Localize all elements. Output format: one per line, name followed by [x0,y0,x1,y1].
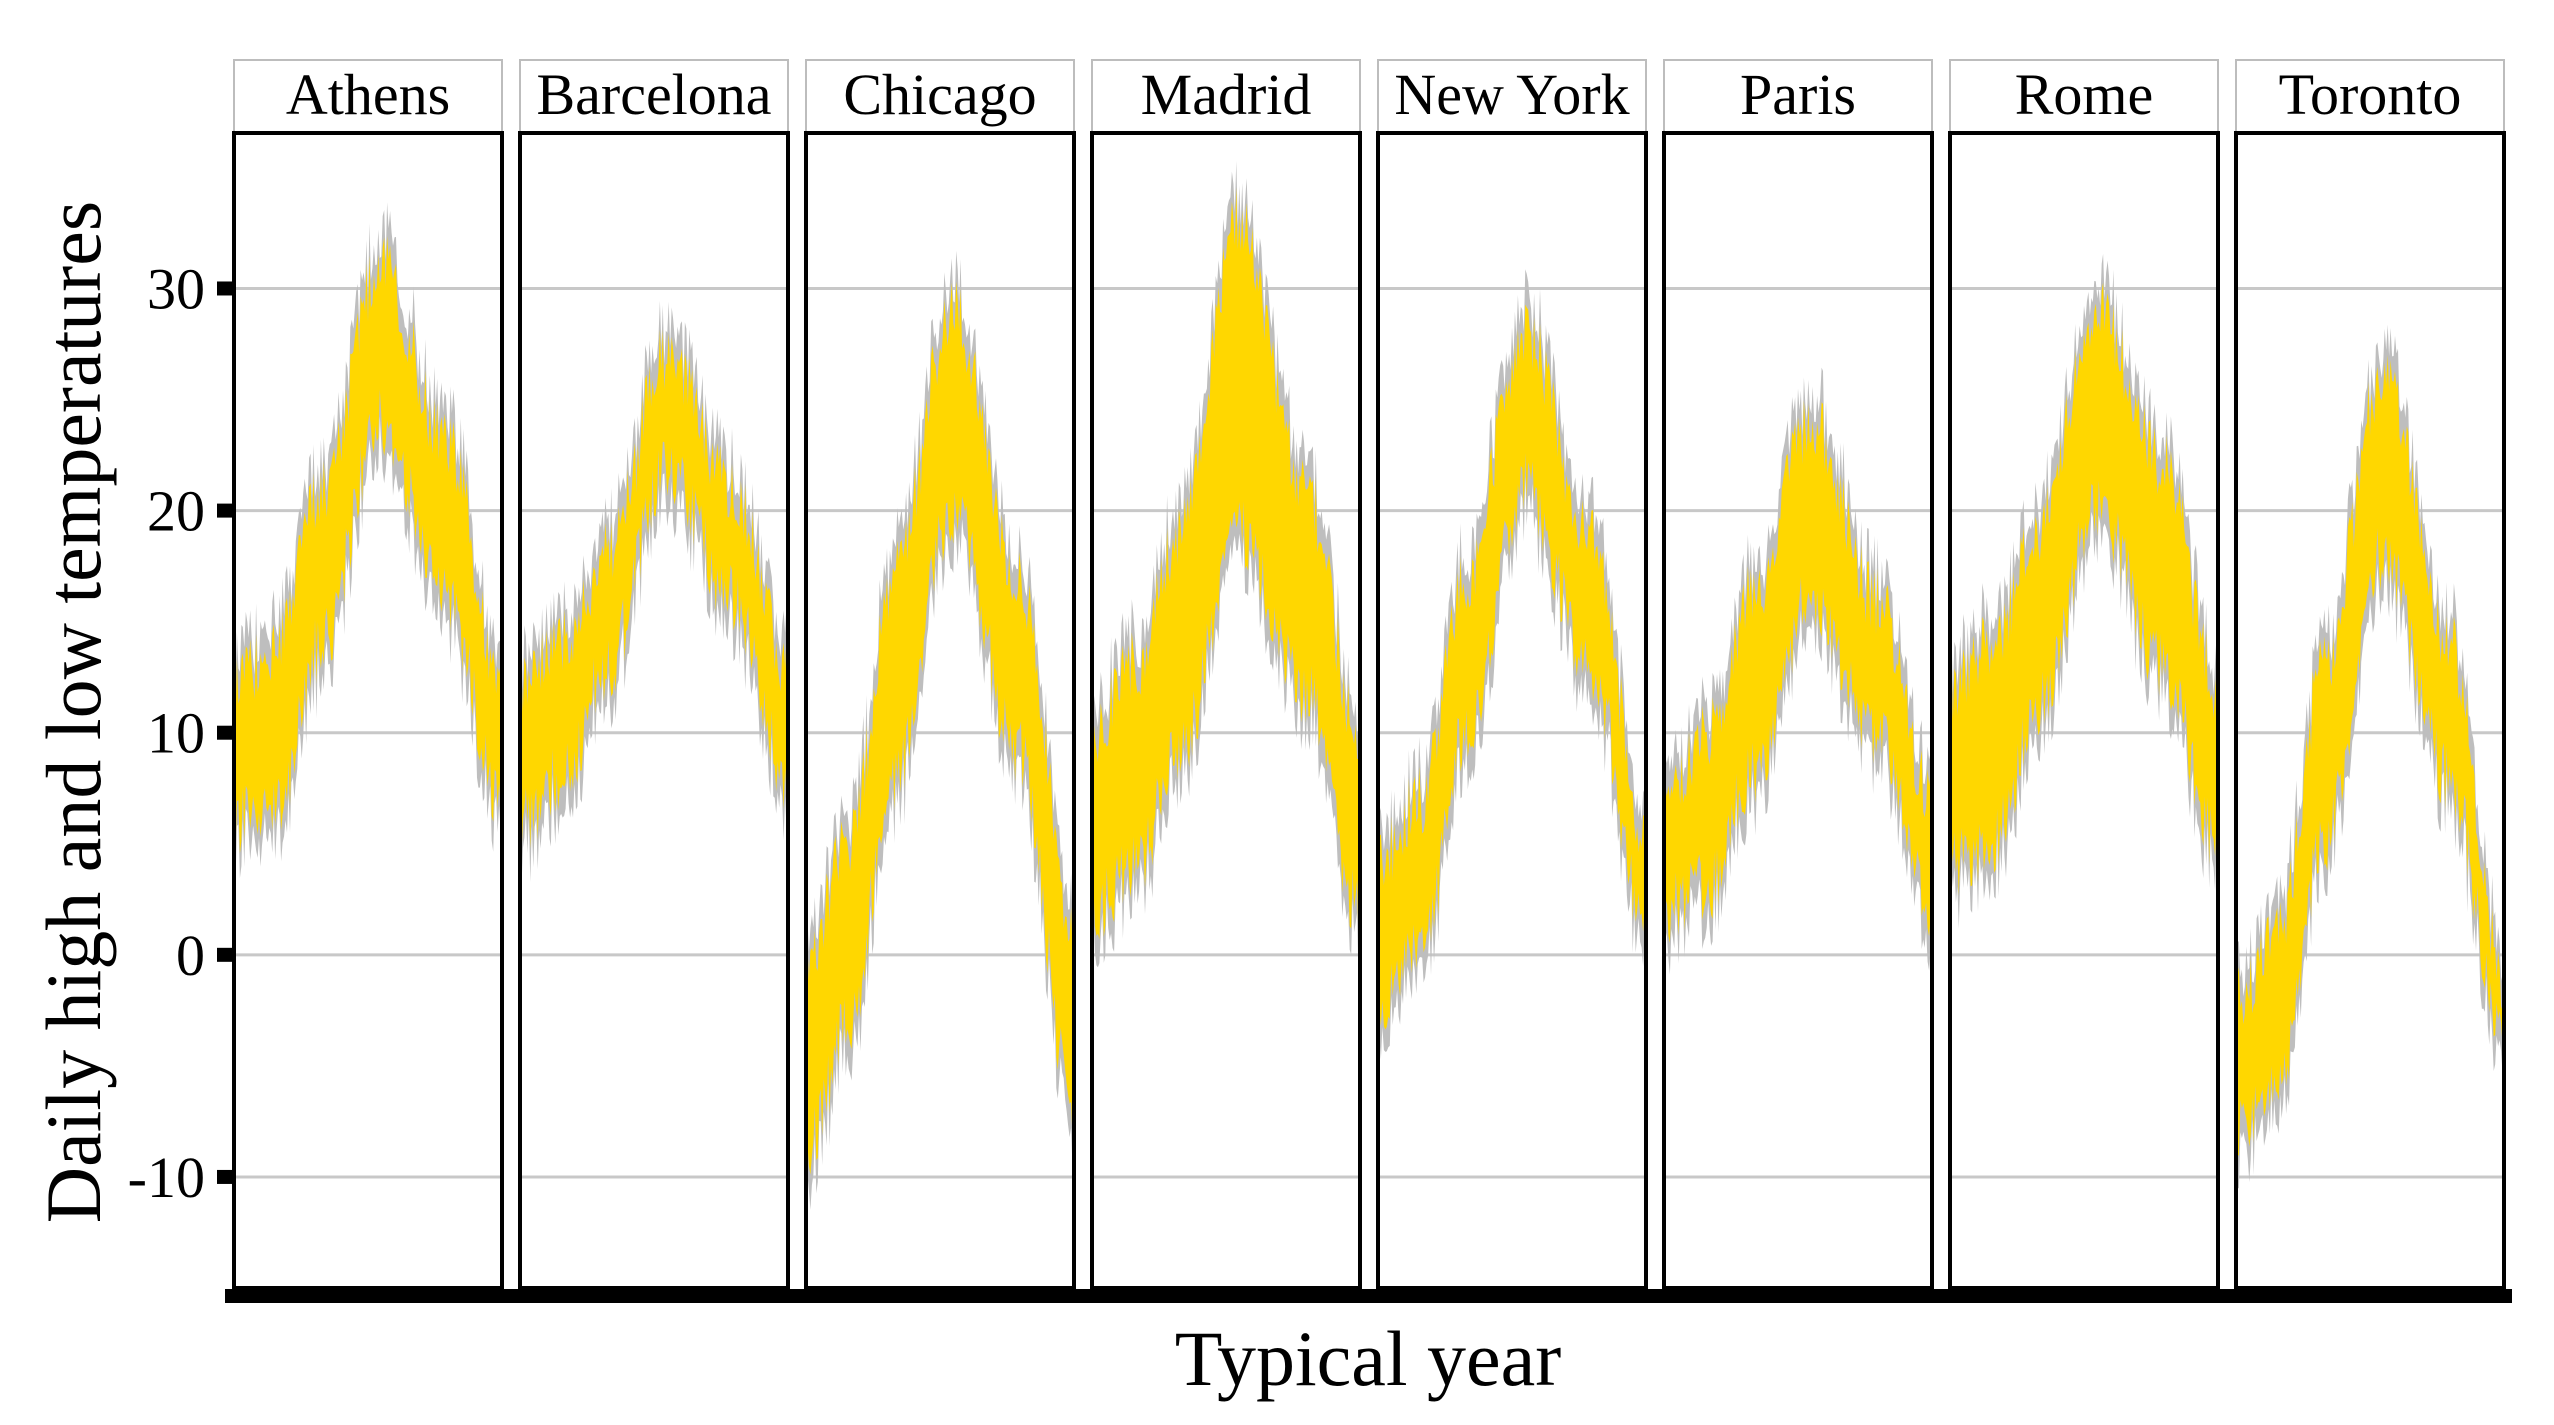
strip-header [1377,59,1647,134]
y-tick-label: -10 [128,1145,205,1210]
y-tick-label: 30 [147,256,205,321]
temperature-band [2236,355,2504,1167]
strip-header [1663,59,1933,134]
panel-border [1376,131,1648,1290]
facet-label: Toronto [2279,62,2462,127]
x-axis-line [225,1289,2512,1303]
temperature-band [806,281,1074,1185]
temperature-band [1378,304,1646,1030]
y-tick-mark [217,725,234,740]
y-tick-label: 10 [147,701,205,766]
strip-header [519,59,789,134]
y-tick-mark [217,947,234,962]
facet-label: Athens [286,62,450,127]
panel-border [1090,131,1362,1290]
temperature-band [520,329,788,854]
facet-panel: Paris [1662,59,1934,1290]
facet-label: Madrid [1141,62,1312,127]
facet-panel: New York [1376,59,1648,1290]
y-tick-mark [217,503,234,518]
panel-border [2234,131,2506,1290]
panel-border [1662,131,1934,1290]
strip-header [1091,59,1361,134]
range-envelope [520,300,788,888]
y-axis: -10 0 10 20 30 [128,256,234,1210]
facet-panel: Barcelona [518,59,790,1290]
facet-panel: Madrid [1090,59,1362,1290]
panel-border [1948,131,2220,1290]
temperature-band [234,236,502,854]
panel-border [232,131,504,1290]
y-tick-mark [217,281,234,296]
y-tick-mark [217,1169,234,1184]
facet-label: Rome [2015,62,2154,127]
facet-label: Chicago [843,62,1036,127]
temperature-band [1950,282,2218,896]
y-tick-label: 20 [147,479,205,544]
facet-panel: Chicago [804,59,1076,1290]
strip-header [805,59,1075,134]
strip-header [233,59,503,134]
facet-panel: Athens [232,59,504,1290]
facet-panel: Toronto [2234,59,2506,1290]
facet-label: New York [1394,62,1629,127]
panel-border [518,131,790,1290]
panel-border [804,131,1076,1290]
facet-label: Barcelona [536,62,771,127]
temperature-band [1092,187,1360,946]
strip-header [2235,59,2505,134]
y-axis-title: Daily high and low temperatures [30,201,117,1223]
facet-panels: Athens Barcelona Chicago Madrid New York Pari… [232,59,2506,1290]
x-axis-title: Typical year [1175,1315,1562,1402]
facet-panel: Rome [1948,59,2220,1290]
temperature-band [1664,400,1932,943]
strip-header [1949,59,2219,134]
facet-label: Paris [1740,62,1856,127]
y-tick-label: 0 [176,923,205,988]
